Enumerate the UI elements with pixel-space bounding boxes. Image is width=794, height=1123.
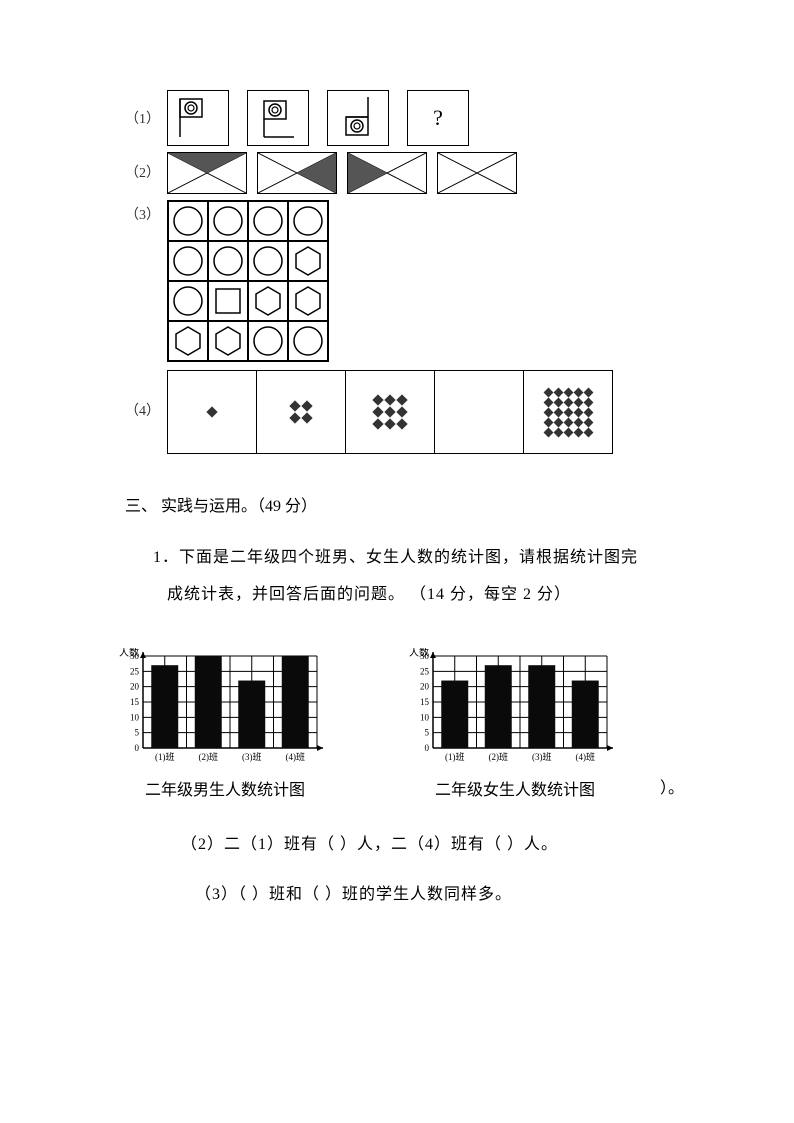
r3-cell (248, 281, 288, 321)
girls-chart-title: 二年级女生人数统计图 (405, 776, 625, 800)
svg-text:30: 30 (130, 651, 140, 661)
row3-label: （3） (125, 204, 153, 224)
r3-cell (288, 241, 328, 281)
svg-text:(1)班: (1)班 (155, 751, 175, 762)
r2-box4 (437, 152, 517, 194)
r3-cell (288, 281, 328, 321)
row4-label: （4） (125, 400, 153, 420)
r4-box3 (345, 370, 434, 454)
r1-box3 (327, 90, 389, 146)
svg-text:10: 10 (130, 712, 140, 722)
svg-text:(3)班: (3)班 (242, 751, 262, 762)
r2-box2 (257, 152, 337, 194)
r3-cell (248, 241, 288, 281)
svg-text:0: 0 (425, 743, 430, 753)
svg-text:(4)班: (4)班 (286, 751, 306, 762)
trailing-paren: ）。 (660, 774, 684, 800)
r1-box2 (247, 90, 309, 146)
r1-box1 (167, 90, 229, 146)
boys-chart: 人数302520151050(1)班(2)班(3)班(4)班 二年级男生人数统计… (115, 648, 335, 800)
pattern-row-1: （1） (125, 90, 684, 146)
pattern-row-4: （4） (125, 370, 684, 454)
svg-text:15: 15 (130, 697, 140, 707)
r3-grid (167, 200, 329, 362)
r2-box1 (167, 152, 247, 194)
section-3-heading: 三、 实践与运用。（49 分） (125, 492, 684, 516)
svg-text:(2)班: (2)班 (489, 751, 509, 762)
svg-text:0: 0 (135, 743, 140, 753)
girls-chart: 人数302520151050(1)班(2)班(3)班(4)班 二年级女生人数统计… (405, 648, 625, 800)
boys-chart-title: 二年级男生人数统计图 (115, 776, 335, 800)
r3-cell (208, 241, 248, 281)
pattern-row-3: （3） (125, 200, 684, 362)
subq2: （2）二（1）班有（ ）人，二（4）班有（ ）人。 (125, 830, 684, 854)
svg-text:15: 15 (420, 697, 430, 707)
svg-text:10: 10 (420, 712, 430, 722)
svg-text:(4)班: (4)班 (576, 751, 596, 762)
r3-cell (168, 281, 208, 321)
r4-box5 (523, 370, 613, 454)
svg-text:20: 20 (130, 681, 140, 691)
r4-box1 (167, 370, 256, 454)
svg-text:(3)班: (3)班 (532, 751, 552, 762)
svg-text:(1)班: (1)班 (445, 751, 465, 762)
svg-text:20: 20 (420, 681, 430, 691)
q1-line2: 成统计表，并回答后面的问题。 （14 分，每空 2 分） (153, 577, 684, 614)
r3-cell (168, 241, 208, 281)
r3-cell (248, 321, 288, 361)
q1-line1: 1．下面是二年级四个班男、女生人数的统计图，请根据统计图完 (153, 540, 684, 577)
svg-text:25: 25 (420, 666, 430, 676)
r3-cell (168, 321, 208, 361)
r3-cell (168, 201, 208, 241)
r3-cell (288, 321, 328, 361)
r4-box2 (256, 370, 345, 454)
svg-text:5: 5 (135, 727, 140, 737)
question-mark: ? (433, 105, 443, 131)
q1-text: 1．下面是二年级四个班男、女生人数的统计图，请根据统计图完 成统计表，并回答后面… (125, 540, 684, 614)
pattern-row-2: （2） (125, 152, 684, 194)
r1-box4: ? (407, 90, 469, 146)
r3-cell (248, 201, 288, 241)
svg-text:5: 5 (425, 727, 430, 737)
r3-cell (208, 321, 248, 361)
subq3: （3）（ ）班和（ ）班的学生人数同样多。 (125, 880, 684, 904)
r3-cell (208, 281, 248, 321)
svg-text:25: 25 (130, 666, 140, 676)
r3-cell (208, 201, 248, 241)
row2-label: （2） (125, 162, 153, 182)
r2-box3 (347, 152, 427, 194)
svg-text:30: 30 (420, 651, 430, 661)
row1-label: （1） (125, 108, 153, 128)
r3-cell (288, 201, 328, 241)
r4-box4 (434, 370, 523, 454)
charts-container: 人数302520151050(1)班(2)班(3)班(4)班 二年级男生人数统计… (115, 648, 625, 800)
svg-text:(2)班: (2)班 (199, 751, 219, 762)
